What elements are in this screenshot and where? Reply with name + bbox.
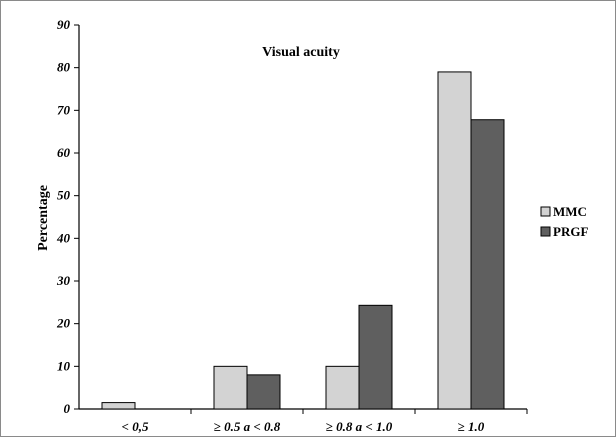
bar-mmc-3	[437, 71, 472, 410]
y-tick-label: 70	[57, 102, 71, 117]
y-tick-label: 40	[56, 230, 71, 245]
bar-mmc-0	[101, 402, 136, 410]
bar-prgf-3	[470, 119, 505, 410]
x-tick-label: ≥ 1.0	[458, 419, 485, 434]
x-tick-label: ≥ 0.5 a < 0.8	[214, 419, 281, 434]
y-tick-label: 20	[56, 316, 71, 331]
y-axis-label: Percentage	[36, 185, 51, 251]
y-tick-label: 50	[57, 188, 71, 203]
y-tick-label: 0	[64, 401, 71, 416]
legend-label-mmc: MMC	[553, 204, 587, 219]
y-tick-label: 90	[57, 17, 71, 32]
bars	[101, 71, 505, 410]
legend-swatch-mmc	[540, 206, 551, 217]
bar-mmc-1	[213, 365, 248, 410]
y-tick-label: 30	[56, 273, 71, 288]
chart-title: Visual acuity	[262, 45, 340, 60]
y-tick-label: 60	[57, 145, 71, 160]
legend-label-prgf: PRGF	[553, 224, 588, 239]
legend-swatch-prgf	[540, 226, 551, 237]
y-tick-label: 80	[57, 60, 71, 75]
bar-prgf-1	[246, 374, 281, 410]
bar-mmc-2	[325, 365, 360, 410]
x-tick-label: ≥ 0.8 a < 1.0	[326, 419, 393, 434]
legend: MMC PRGF	[540, 204, 588, 239]
x-tick-label: < 0,5	[122, 419, 149, 434]
bar-prgf-2	[358, 304, 393, 410]
axes: 0 10 20 30 40 50 60 70 80 90 < 0,5 ≥ 0.5 a < 0.8 ≥ 0…	[56, 17, 528, 434]
y-tick-label: 10	[57, 358, 71, 373]
